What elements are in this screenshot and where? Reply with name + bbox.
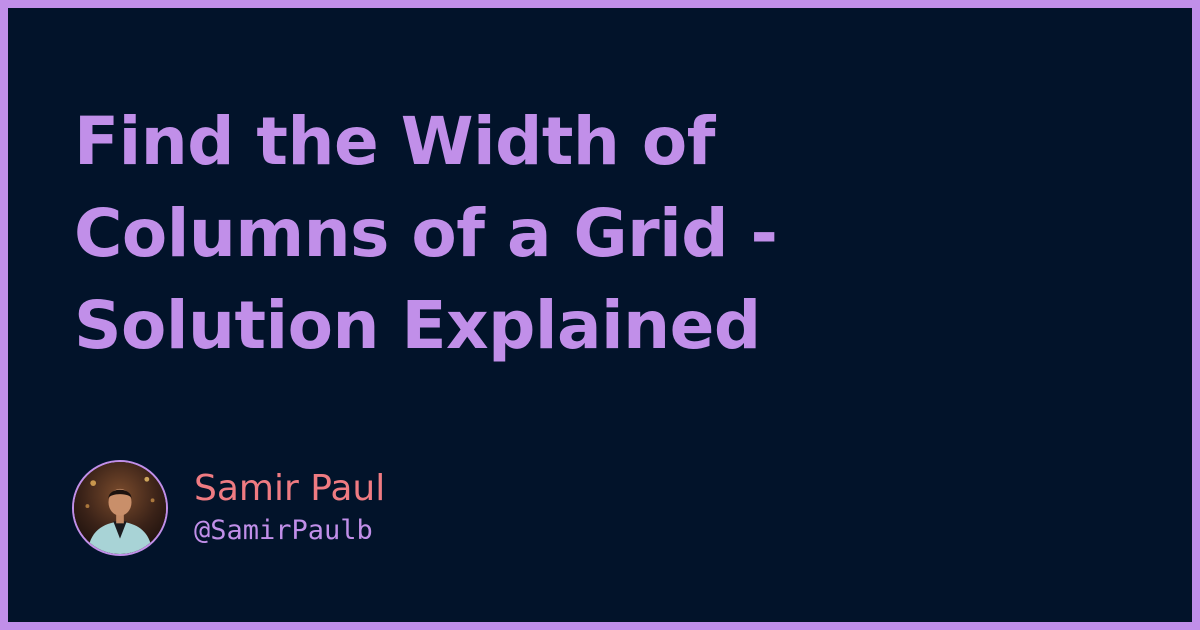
title-line-3: Solution Explained [74,287,761,364]
social-card: Find the Width of Columns of a Grid - So… [8,8,1192,622]
person-photo-icon [74,462,166,554]
author-text: Samir Paul @SamirPaulb [194,467,385,549]
author-block: Samir Paul @SamirPaulb [72,458,385,558]
title-line-2: Columns of a Grid - [74,195,778,272]
page-title: Find the Width of Columns of a Grid - So… [74,96,1154,372]
author-name: Samir Paul [194,468,386,509]
author-handle: @SamirPaulb [194,515,373,546]
avatar [72,460,168,556]
title-line-1: Find the Width of [74,103,715,180]
